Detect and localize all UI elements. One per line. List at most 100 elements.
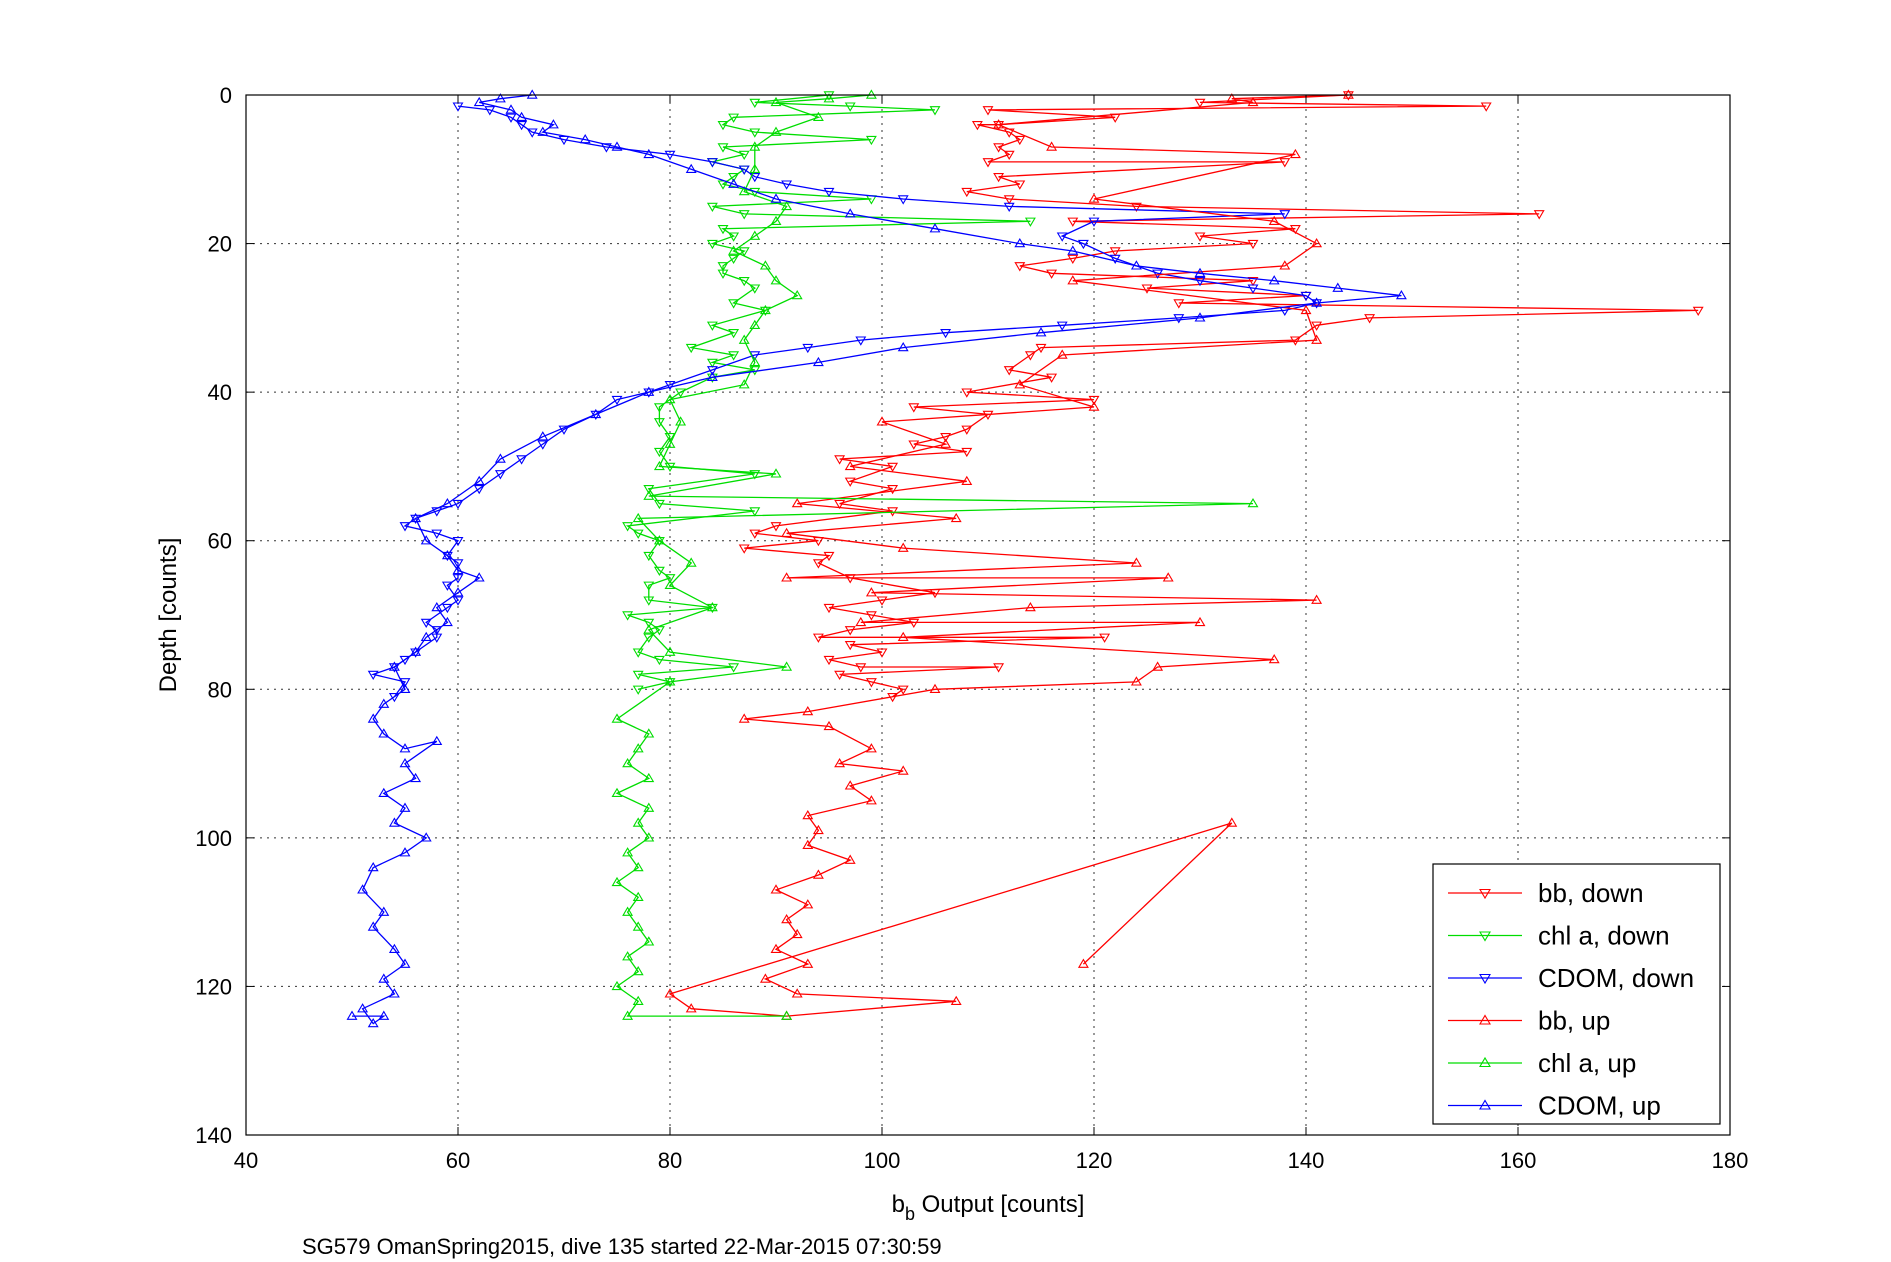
data-point bbox=[823, 91, 835, 101]
data-point bbox=[749, 529, 761, 539]
data-point bbox=[516, 121, 528, 131]
series-line-cdom-up bbox=[352, 94, 1402, 1025]
data-point bbox=[950, 512, 962, 523]
legend-swatch-marker bbox=[1479, 1056, 1491, 1068]
data-point bbox=[1194, 98, 1206, 109]
data-point bbox=[876, 416, 888, 426]
data-point bbox=[1077, 239, 1089, 250]
data-point bbox=[738, 165, 750, 175]
data-point bbox=[643, 802, 655, 812]
data-point bbox=[834, 499, 846, 510]
data-point bbox=[855, 663, 867, 673]
data-point bbox=[1480, 102, 1492, 112]
data-point bbox=[441, 497, 453, 508]
data-point bbox=[685, 163, 697, 173]
data-point bbox=[664, 381, 676, 391]
data-point bbox=[1014, 180, 1026, 190]
data-point bbox=[452, 587, 464, 597]
data-point bbox=[441, 603, 453, 614]
data-point bbox=[929, 223, 941, 233]
data-point bbox=[1364, 314, 1376, 324]
data-point bbox=[664, 646, 676, 656]
x-tick-label: 100 bbox=[864, 1148, 901, 1173]
data-point bbox=[664, 574, 676, 584]
data-point bbox=[823, 93, 835, 103]
data-point bbox=[1247, 277, 1259, 287]
data-point bbox=[473, 475, 485, 485]
data-point bbox=[781, 527, 793, 537]
data-point bbox=[611, 713, 623, 723]
x-tick-label: 180 bbox=[1712, 1148, 1749, 1173]
data-point bbox=[993, 119, 1005, 129]
data-point bbox=[664, 988, 676, 998]
data-point bbox=[505, 113, 517, 123]
data-point bbox=[1003, 366, 1015, 376]
data-point bbox=[590, 408, 602, 419]
data-point bbox=[632, 965, 644, 976]
data-point bbox=[865, 743, 877, 753]
data-point bbox=[1109, 254, 1121, 265]
data-point bbox=[664, 579, 676, 589]
data-point bbox=[844, 460, 856, 471]
data-point bbox=[1194, 277, 1206, 287]
data-point bbox=[494, 93, 506, 103]
data-point bbox=[834, 757, 846, 768]
data-point bbox=[1194, 312, 1206, 322]
data-series bbox=[346, 89, 1704, 1028]
data-point bbox=[653, 447, 665, 458]
data-point bbox=[1194, 232, 1206, 242]
data-point bbox=[367, 1017, 379, 1028]
data-point bbox=[1279, 158, 1291, 168]
y-tick-label: 40 bbox=[208, 380, 232, 405]
data-point bbox=[802, 705, 814, 716]
data-point bbox=[399, 683, 411, 693]
data-point bbox=[653, 418, 665, 428]
data-point bbox=[865, 611, 877, 621]
data-point bbox=[452, 559, 464, 569]
legend-swatch-marker bbox=[1479, 1014, 1491, 1025]
series-bb-down bbox=[738, 91, 1704, 703]
legend-label: CDOM, down bbox=[1538, 963, 1694, 993]
data-point bbox=[759, 304, 771, 315]
data-point bbox=[367, 861, 379, 872]
series-cdom-up bbox=[346, 89, 1407, 1028]
y-tick-label: 0 bbox=[220, 83, 232, 108]
data-point bbox=[1173, 314, 1185, 324]
data-point bbox=[887, 485, 899, 495]
data-point bbox=[632, 512, 644, 523]
data-point bbox=[876, 648, 888, 658]
data-point bbox=[749, 507, 761, 517]
data-point bbox=[1268, 215, 1280, 225]
data-point bbox=[1088, 217, 1100, 227]
data-point bbox=[929, 106, 941, 116]
data-point bbox=[420, 832, 432, 842]
data-point bbox=[431, 626, 443, 636]
data-point bbox=[632, 891, 644, 901]
y-tick-label: 60 bbox=[208, 529, 232, 554]
series-line-chl-a-up bbox=[615, 94, 1254, 1017]
data-point bbox=[738, 713, 750, 723]
y-tick-label: 140 bbox=[195, 1123, 232, 1148]
data-point bbox=[993, 143, 1005, 153]
data-point bbox=[653, 535, 665, 545]
data-point bbox=[728, 178, 740, 188]
data-point bbox=[876, 596, 888, 606]
data-point bbox=[770, 884, 782, 894]
data-point bbox=[399, 678, 411, 688]
data-point bbox=[367, 921, 379, 931]
data-point bbox=[399, 847, 411, 857]
data-point bbox=[1268, 275, 1280, 285]
data-point bbox=[611, 395, 623, 406]
data-point bbox=[802, 839, 814, 849]
data-point bbox=[600, 143, 612, 153]
data-point bbox=[961, 425, 973, 435]
data-point bbox=[388, 693, 400, 703]
data-point bbox=[664, 433, 676, 443]
data-point bbox=[1024, 351, 1036, 361]
data-point bbox=[643, 618, 655, 629]
data-point bbox=[1226, 817, 1238, 827]
data-point bbox=[844, 626, 856, 636]
data-point bbox=[664, 438, 676, 448]
data-point bbox=[993, 663, 1005, 673]
